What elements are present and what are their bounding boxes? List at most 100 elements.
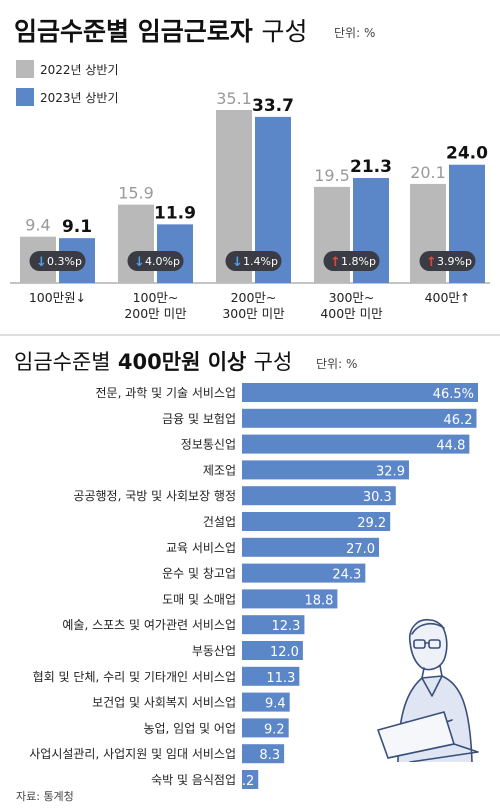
hbar-category-label: 운수 및 창고업 (162, 567, 236, 581)
chart1-unit: 단위: % (334, 26, 376, 40)
down-arrow-icon: ↓ (232, 255, 243, 270)
hbar-category-label: 정보통신업 (181, 438, 236, 452)
chart2-title: 임금수준별 400만원 이상 구성 (14, 346, 292, 376)
change-pill (225, 251, 282, 271)
value-label-2022: 20.1 (410, 163, 446, 182)
hbar (242, 692, 290, 712)
hbar (242, 589, 338, 609)
hbar (242, 408, 477, 428)
value-label-2022: 15.9 (118, 184, 154, 203)
hbar-value-label: 29.2 (357, 516, 386, 531)
section-divider (0, 334, 500, 336)
change-value: 1.8%p (341, 255, 376, 268)
legend-2022: 2022년 상반기 (16, 60, 119, 78)
chart2-unit: 단위: % (316, 357, 358, 371)
hbar-category-label: 건설업 (203, 515, 236, 529)
value-label-2023: 11.9 (154, 203, 196, 223)
value-label-2022: 35.1 (216, 89, 252, 108)
hbar-value-label: 3.2 (234, 774, 255, 789)
category-label-line: 200만~ (231, 290, 277, 305)
bar-2022 (118, 204, 154, 283)
value-label-2023: 21.3 (350, 157, 392, 177)
category-label: 100만~ 200만 미만 (124, 290, 187, 321)
legend-2023: 2023년 상반기 (16, 88, 119, 106)
chart1-title-light: 구성 (261, 17, 308, 46)
category-label: 300만~ 400만 미만 (320, 290, 383, 321)
change-pill (29, 251, 86, 271)
chart2-title-bold: 400만원 이상 (117, 350, 247, 374)
hbar-value-label: 12.3 (271, 619, 300, 634)
change-pill (419, 251, 476, 271)
hbar-category-label: 사업시설관리, 사업지원 및 임대 서비스업 (29, 747, 236, 761)
hbar-value-label: 46.2 (444, 413, 473, 428)
hbar-category-label: 협회 및 단체, 수리 및 기타개인 서비스업 (33, 670, 236, 684)
chart1-title-bold: 임금수준별 임금근로자 (14, 17, 253, 46)
change-pill (127, 251, 184, 271)
chart1-title: 임금수준별 임금근로자 구성 (14, 12, 307, 48)
hbar (242, 434, 470, 454)
legend-2023-label: 2023년 상반기 (40, 90, 119, 105)
hbar-value-label: 46.5% (433, 387, 474, 402)
hbar (242, 718, 289, 738)
up-arrow-icon: ↑ (426, 255, 437, 270)
category-label-line: 100만~ (133, 290, 179, 305)
chart2-hbar-chart: 전문, 과학 및 기술 서비스업 46.5% 금융 및 보험업 46.2 정보통신업 44… (29, 383, 478, 789)
category-label-line: 400만↑ (425, 290, 471, 305)
value-label-2022: 19.5 (314, 166, 350, 185)
value-label-2023: 33.7 (252, 96, 294, 116)
down-arrow-icon: ↓ (36, 255, 47, 270)
hbar-category-label: 부동산업 (192, 644, 236, 658)
hbar-category-label: 숙박 및 음식점업 (151, 773, 236, 787)
down-arrow-icon: ↓ (134, 255, 145, 270)
chart2-title-light1: 임금수준별 (14, 350, 111, 374)
hbar-value-label: 30.3 (363, 490, 392, 505)
hbar (242, 486, 396, 506)
hbar (242, 460, 409, 480)
hbar-value-label: 24.3 (332, 568, 361, 583)
category-label-line: 200만 미만 (124, 306, 187, 321)
hbar-category-label: 금융 및 보험업 (162, 412, 236, 426)
hbar (242, 770, 259, 789)
source-note: 자료: 통계청 (16, 790, 74, 803)
hbar-category-label: 도매 및 소매업 (162, 592, 236, 606)
hbar (242, 615, 305, 635)
category-label: 100만원↓ (29, 290, 86, 305)
hbar-category-label: 전문, 과학 및 기술 서비스업 (95, 386, 236, 400)
category-label-line: 400만 미만 (320, 306, 383, 321)
legend-2022-swatch (16, 60, 34, 78)
hbar-category-label: 농업, 임업 및 어업 (143, 721, 236, 735)
hbar-value-label: 32.9 (376, 464, 405, 479)
hbar-value-label: 9.2 (264, 722, 285, 737)
hbar (242, 666, 300, 686)
hbar-category-label: 교육 서비스업 (166, 541, 236, 555)
hbar-category-label: 예술, 스포츠 및 여가관련 서비스업 (62, 618, 236, 632)
category-label-line: 300만 미만 (222, 306, 285, 321)
value-label-2023: 24.0 (446, 144, 488, 164)
change-pill (323, 251, 380, 271)
hbar (242, 383, 478, 402)
hbar-value-label: 12.0 (270, 645, 299, 660)
hbar-category-label: 제조업 (203, 463, 236, 477)
hbar (242, 512, 391, 531)
hbar-value-label: 9.4 (265, 697, 286, 712)
change-value: 3.9%p (437, 255, 472, 268)
hbar (242, 744, 285, 764)
hbar-category-label: 공공행정, 국방 및 사회보장 행정 (73, 488, 236, 503)
hbar-value-label: 8.3 (259, 748, 280, 763)
category-label-line: 100만원↓ (29, 290, 86, 305)
legend-2023-swatch (16, 88, 34, 106)
hbar-value-label: 44.8 (436, 439, 465, 454)
chart2-title-light2: 구성 (253, 350, 293, 374)
person-laptop-illustration (377, 618, 479, 762)
hbar (242, 641, 303, 660)
change-value: 4.0%p (145, 255, 180, 268)
hbar-value-label: 27.0 (346, 542, 375, 557)
change-value: 0.3%p (47, 255, 82, 268)
value-label-2023: 9.1 (62, 217, 92, 237)
category-label: 200만~ 300만 미만 (222, 290, 285, 321)
value-label-2022: 9.4 (25, 216, 50, 235)
category-label: 400만↑ (425, 290, 471, 305)
hbar-category-label: 보건업 및 사회복지 서비스업 (92, 696, 236, 710)
category-label-line: 300만~ (329, 290, 375, 305)
up-arrow-icon: ↑ (330, 255, 341, 270)
